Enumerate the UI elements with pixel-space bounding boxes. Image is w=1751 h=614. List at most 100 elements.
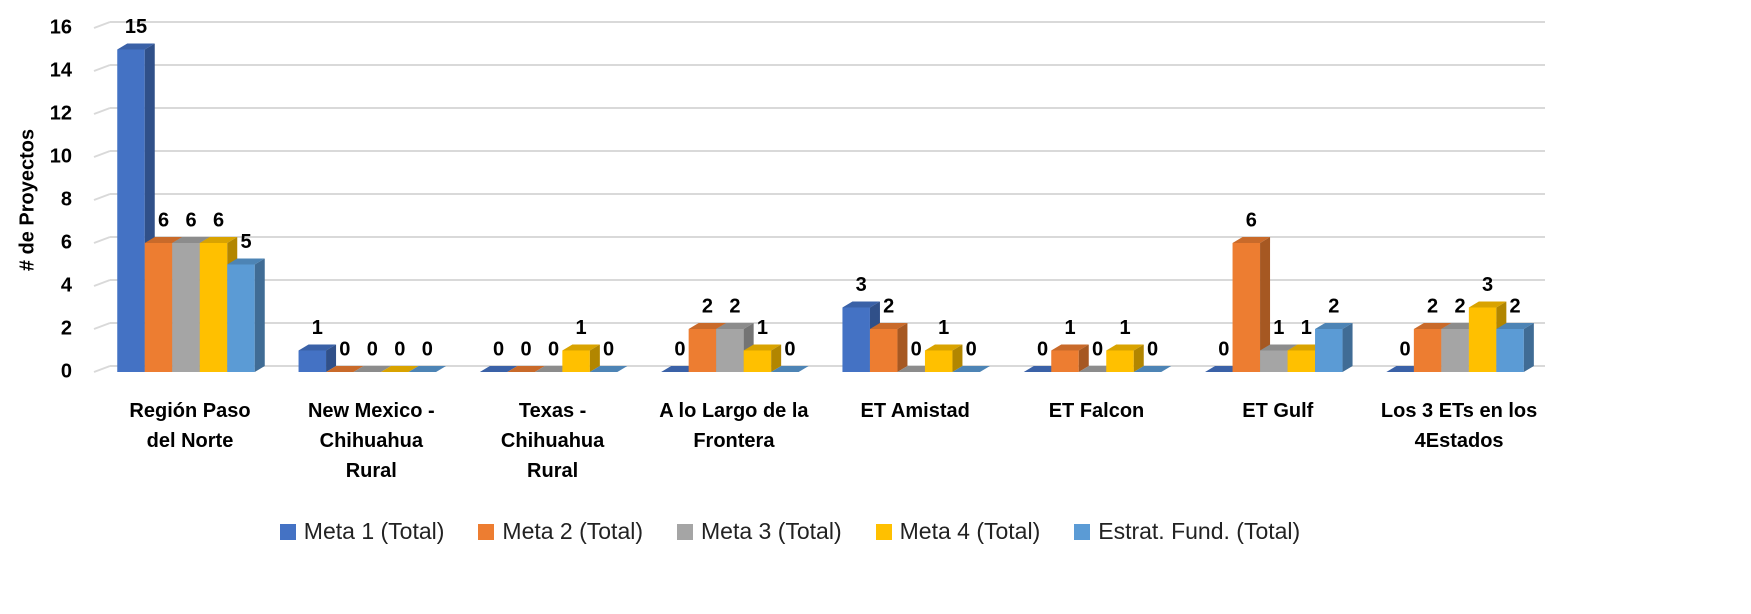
bar-top bbox=[353, 366, 392, 372]
y-tick-label: 2 bbox=[61, 317, 72, 339]
y-tick-label: 16 bbox=[50, 16, 72, 38]
value-label: 0 bbox=[1147, 338, 1158, 360]
bar-top bbox=[1051, 344, 1089, 351]
legend-swatch bbox=[1074, 523, 1091, 540]
value-label: 0 bbox=[1037, 338, 1048, 360]
legend-label: Meta 3 (Total) bbox=[701, 518, 842, 544]
bar bbox=[1051, 350, 1079, 372]
bar-top bbox=[1413, 323, 1452, 329]
bar-top bbox=[869, 323, 908, 329]
y-tick-label: 6 bbox=[61, 231, 72, 253]
bar-side bbox=[1523, 323, 1534, 372]
bar bbox=[199, 243, 228, 372]
y-tick-label: 12 bbox=[50, 102, 72, 124]
value-label: 2 bbox=[702, 295, 713, 317]
bar-top bbox=[172, 237, 210, 243]
bar-top bbox=[479, 366, 518, 372]
bar-top bbox=[842, 301, 880, 308]
value-label: 6 bbox=[185, 209, 196, 231]
y-tick-label: 10 bbox=[50, 145, 72, 167]
value-label: 1 bbox=[1119, 317, 1130, 339]
grid-line bbox=[93, 365, 111, 373]
bar-top bbox=[716, 323, 754, 329]
value-label: 0 bbox=[966, 338, 977, 360]
x-tick-label: Los 3 ETs en los 4Estados bbox=[1380, 400, 1538, 452]
bar-side bbox=[254, 258, 265, 372]
bar-top bbox=[227, 258, 265, 265]
bar bbox=[298, 350, 327, 372]
bar-side bbox=[1078, 344, 1089, 372]
value-label: 0 bbox=[339, 338, 350, 360]
value-label: 0 bbox=[493, 338, 504, 360]
value-label: 2 bbox=[1455, 295, 1466, 317]
legend-swatch bbox=[478, 523, 495, 540]
bar-top bbox=[924, 344, 963, 351]
legend-item: Meta 1 (Total) bbox=[279, 518, 445, 545]
bar bbox=[688, 329, 717, 372]
bar bbox=[1441, 329, 1469, 372]
value-label: 6 bbox=[158, 209, 169, 231]
x-tick-label: New Mexico - Chihuahua Rural bbox=[307, 400, 435, 482]
bar-side bbox=[897, 323, 908, 372]
legend-item: Meta 2 (Total) bbox=[478, 518, 643, 545]
bar-side bbox=[952, 344, 963, 372]
bar-top bbox=[771, 366, 809, 372]
bar bbox=[1232, 243, 1261, 372]
bar-top bbox=[507, 366, 545, 372]
y-tick-label: 0 bbox=[61, 360, 72, 382]
bar-side bbox=[1133, 344, 1144, 372]
bar-top bbox=[1260, 344, 1298, 351]
bar-top bbox=[688, 323, 727, 329]
bar bbox=[1315, 329, 1343, 372]
value-label: 0 bbox=[367, 338, 378, 360]
x-tick-label: Región Paso del Norte bbox=[129, 400, 251, 452]
value-label: 1 bbox=[1064, 317, 1075, 339]
legend-item: Meta 4 (Total) bbox=[875, 518, 1040, 545]
bar-top bbox=[1106, 344, 1144, 351]
value-label: 0 bbox=[674, 338, 685, 360]
bar bbox=[842, 307, 870, 372]
legend-swatch bbox=[677, 523, 694, 540]
x-tick-label: ET Falcon bbox=[1048, 400, 1145, 422]
value-label: 1 bbox=[312, 317, 323, 339]
grid-line bbox=[93, 21, 111, 29]
bar-top bbox=[562, 344, 600, 351]
bar bbox=[1287, 350, 1316, 372]
value-label: 3 bbox=[1482, 274, 1493, 296]
bar-top bbox=[743, 344, 782, 351]
legend-swatch bbox=[875, 523, 892, 540]
value-label: 0 bbox=[784, 338, 795, 360]
bar bbox=[1413, 329, 1442, 372]
x-tick-label: A lo Largo de la Frontera bbox=[659, 400, 809, 452]
legend-label: Meta 2 (Total) bbox=[502, 518, 644, 544]
grid-line bbox=[93, 107, 111, 115]
legend-item: Estrat. Fund. (Total) bbox=[1074, 518, 1300, 545]
value-label: 1 bbox=[1273, 317, 1284, 339]
value-label: 5 bbox=[240, 231, 251, 253]
bar-top bbox=[326, 366, 364, 372]
value-label: 6 bbox=[213, 209, 224, 231]
bar-top bbox=[381, 366, 419, 372]
bar-top bbox=[1468, 301, 1507, 308]
x-tick-label: ET Gulf bbox=[1242, 400, 1314, 422]
value-label: 15 bbox=[125, 16, 147, 38]
bar bbox=[144, 243, 173, 372]
legend-label: Estrat. Fund. (Total) bbox=[1098, 518, 1301, 544]
value-label: 0 bbox=[603, 338, 614, 360]
bar-top bbox=[1496, 323, 1534, 329]
value-label: 1 bbox=[938, 317, 949, 339]
value-label: 2 bbox=[729, 295, 740, 317]
legend-label: Meta 1 (Total) bbox=[303, 518, 445, 544]
bar-side bbox=[771, 344, 782, 372]
value-label: 0 bbox=[1218, 338, 1229, 360]
bar bbox=[869, 329, 898, 372]
x-tick-label: Texas - Chihuahua Rural bbox=[500, 400, 605, 482]
bar bbox=[924, 350, 953, 372]
grid-line bbox=[93, 193, 111, 201]
bar-top bbox=[117, 43, 155, 50]
bar bbox=[716, 329, 744, 372]
x-tick-label: ET Amistad bbox=[860, 400, 970, 422]
grid-line bbox=[93, 279, 111, 287]
y-tick-label: 8 bbox=[61, 188, 72, 210]
value-label: 0 bbox=[548, 338, 559, 360]
